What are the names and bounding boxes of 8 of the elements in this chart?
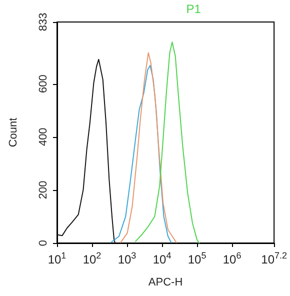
y-tick-label: 600 xyxy=(38,74,50,93)
y-axis-title: Count xyxy=(8,118,20,148)
y-tick-label: 200 xyxy=(38,180,50,200)
y-tick-label: 0 xyxy=(38,240,50,246)
y-tick-label: 400 xyxy=(38,128,50,146)
y-tick-label: 833 xyxy=(38,12,50,32)
text: P1 xyxy=(186,2,202,16)
x-axis-title: APC-H xyxy=(148,276,183,288)
